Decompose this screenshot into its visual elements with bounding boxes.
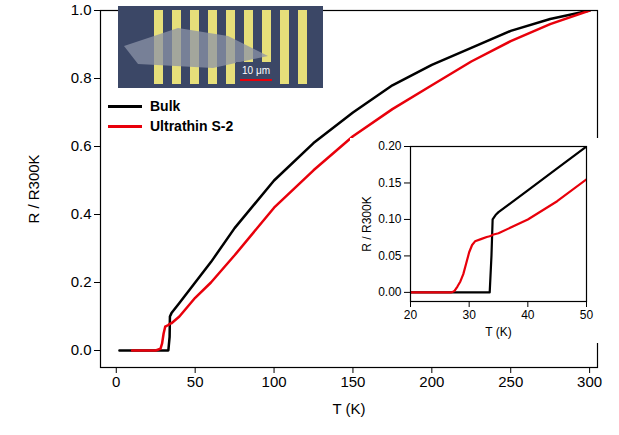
svg-text:200: 200 [419, 373, 444, 390]
svg-text:0.10: 0.10 [378, 212, 402, 226]
svg-text:R / R300K: R / R300K [25, 154, 42, 223]
svg-text:0.00: 0.00 [378, 285, 402, 299]
svg-text:20: 20 [404, 308, 418, 322]
svg-text:100: 100 [262, 373, 287, 390]
svg-text:0.4: 0.4 [71, 205, 92, 222]
svg-text:0: 0 [112, 373, 120, 390]
svg-text:R / R300K: R / R300K [360, 196, 374, 251]
svg-text:1.0: 1.0 [71, 1, 92, 18]
svg-text:0.8: 0.8 [71, 69, 92, 86]
html-text:Bulk: Bulk [150, 98, 181, 114]
svg-text:0.2: 0.2 [71, 273, 92, 290]
html-text:Ultrathin S-2: Ultrathin S-2 [150, 118, 234, 134]
svg-text:250: 250 [498, 373, 523, 390]
svg-text:0.0: 0.0 [71, 341, 92, 358]
svg-text:10 μm: 10 μm [242, 65, 270, 76]
svg-text:50: 50 [580, 308, 594, 322]
svg-text:0.05: 0.05 [378, 249, 402, 263]
svg-text:T (K): T (K) [485, 325, 511, 339]
svg-text:300: 300 [577, 373, 602, 390]
svg-text:40: 40 [521, 308, 535, 322]
svg-text:0.20: 0.20 [378, 139, 402, 153]
svg-text:0.6: 0.6 [71, 137, 92, 154]
svg-text:0.15: 0.15 [378, 176, 402, 190]
svg-text:T (K): T (K) [332, 400, 365, 417]
svg-text:150: 150 [340, 373, 365, 390]
svg-text:50: 50 [187, 373, 204, 390]
svg-text:30: 30 [462, 308, 476, 322]
